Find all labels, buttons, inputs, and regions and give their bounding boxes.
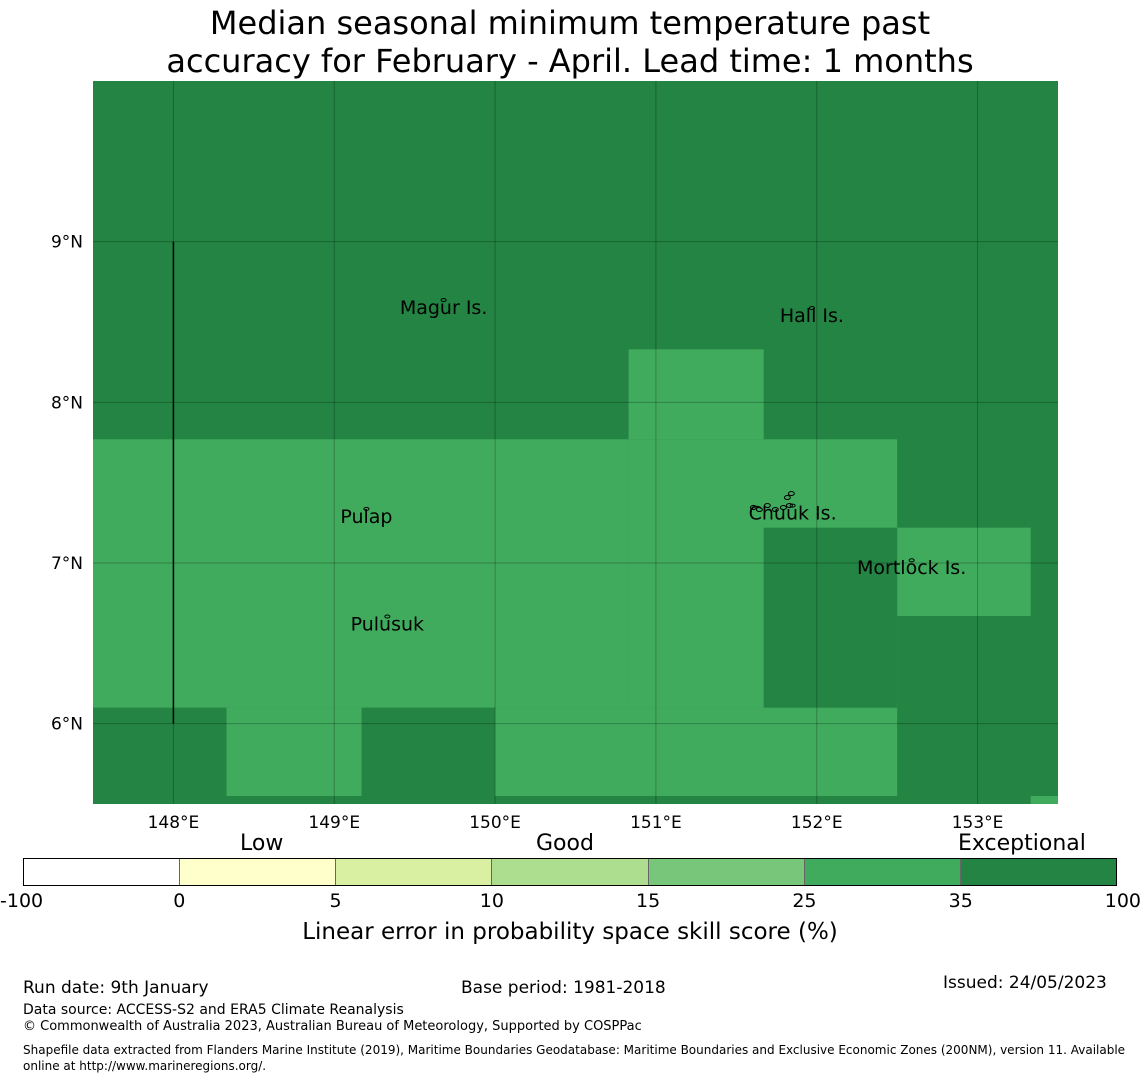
colorbar-segment	[804, 859, 961, 885]
skill-map: Magur Is. Hall Is. Pulap Chuuk Is. Mortlock …	[51, 81, 1058, 830]
island-outline	[787, 491, 795, 497]
colorbar-tick-label: 25	[792, 890, 817, 912]
island-label: Chuuk Is.	[749, 503, 837, 525]
island-group: Magur Is.	[400, 297, 488, 319]
island-label: Mortlock Is.	[857, 557, 966, 579]
island-label: Magur Is.	[400, 297, 488, 319]
island-outline	[779, 505, 787, 511]
axis-ticks-layer: 148°E 149°E 150°E 151°E 152°E 153°E 9°N 8°N 7°N 6…	[51, 233, 1003, 830]
island-outline	[363, 506, 370, 511]
chart-title: Median seasonal minimum temperature past…	[0, 4, 1140, 80]
skill-cell	[897, 527, 1031, 617]
colorbar-tick-label: -100	[0, 890, 44, 912]
colorbar-tick-label: 5	[329, 890, 342, 912]
skill-cell	[495, 707, 898, 796]
island-group: Hall Is.	[780, 305, 844, 327]
colorbar-segment	[648, 859, 805, 885]
skill-cell	[226, 707, 362, 796]
colorbar-tick-label: 100	[1104, 890, 1140, 912]
skill-cells-layer	[93, 81, 1058, 804]
island-outline	[755, 507, 763, 513]
colorbar-segment	[960, 859, 1116, 885]
island-outline	[785, 503, 793, 509]
base-period: Base period: 1981-2018	[461, 978, 666, 998]
run-date: Run date: 9th January	[23, 978, 209, 998]
skill-cell	[628, 349, 764, 440]
title-line-2: accuracy for February - April. Lead time…	[166, 42, 974, 80]
colorbar	[23, 858, 1117, 886]
lat-tick-label: 7°N	[51, 554, 83, 574]
colorbar-tick-label: 0	[173, 890, 186, 912]
lon-tick-label: 151°E	[630, 813, 682, 830]
island-label: Pulusuk	[351, 613, 424, 635]
lat-tick-label: 9°N	[51, 233, 83, 253]
colorbar-tick-label: 15	[636, 890, 661, 912]
lon-tick-label: 152°E	[791, 813, 843, 830]
island-outline	[763, 503, 771, 509]
colorbar-segment	[336, 859, 493, 885]
island-outline	[440, 297, 447, 302]
copyright: © Commonwealth of Australia 2023, Austra…	[23, 1019, 642, 1034]
legend-category-good: Good	[536, 831, 594, 856]
island-label: Pulap	[340, 506, 392, 528]
colorbar-segment	[24, 859, 181, 885]
island-group: Pulap	[340, 506, 392, 528]
colorbar-segment	[180, 859, 337, 885]
island-outline	[783, 495, 791, 501]
lon-tick-label: 150°E	[469, 813, 521, 830]
lon-tick-label: 153°E	[952, 813, 1004, 830]
island-outline	[384, 614, 391, 619]
skill-cell	[763, 527, 898, 708]
lon-tick-label: 148°E	[148, 813, 200, 830]
chuuk-lagoon-outline	[749, 491, 795, 513]
title-line-1: Median seasonal minimum temperature past	[209, 4, 931, 42]
island-group: Pulusuk	[351, 613, 424, 635]
issued-date: Issued: 24/05/2023	[943, 973, 1107, 993]
lat-tick-label: 8°N	[51, 393, 83, 413]
shapefile-credit: Shapefile data extracted from Flanders M…	[23, 1043, 1126, 1073]
lon-tick-label: 149°E	[308, 813, 360, 830]
data-source: Data source: ACCESS-S2 and ERA5 Climate …	[23, 1002, 404, 1018]
island-label: Hall Is.	[780, 305, 844, 327]
island-group: Mortlock Is.	[857, 557, 966, 579]
skill-cell	[1030, 795, 1058, 804]
gridlines-layer	[93, 81, 1058, 804]
island-outline	[908, 558, 915, 563]
colorbar-title: Linear error in probability space skill …	[302, 919, 838, 945]
colorbar-segment	[492, 859, 649, 885]
island-outline	[749, 505, 757, 511]
skill-cell	[93, 439, 629, 708]
legend-category-low: Low	[240, 831, 284, 856]
island-outline	[789, 503, 796, 508]
islands-layer: Magur Is. Hall Is. Pulap Chuuk Is. Mortlock …	[340, 297, 966, 636]
colorbar-tick-label: 35	[948, 890, 973, 912]
island-group: Chuuk Is.	[749, 503, 837, 525]
island-outline	[808, 306, 815, 310]
lat-tick-label: 6°N	[51, 715, 83, 735]
legend-category-exceptional: Exceptional	[958, 831, 1086, 856]
island-outline	[771, 507, 779, 513]
colorbar-tick-label: 10	[479, 890, 504, 912]
